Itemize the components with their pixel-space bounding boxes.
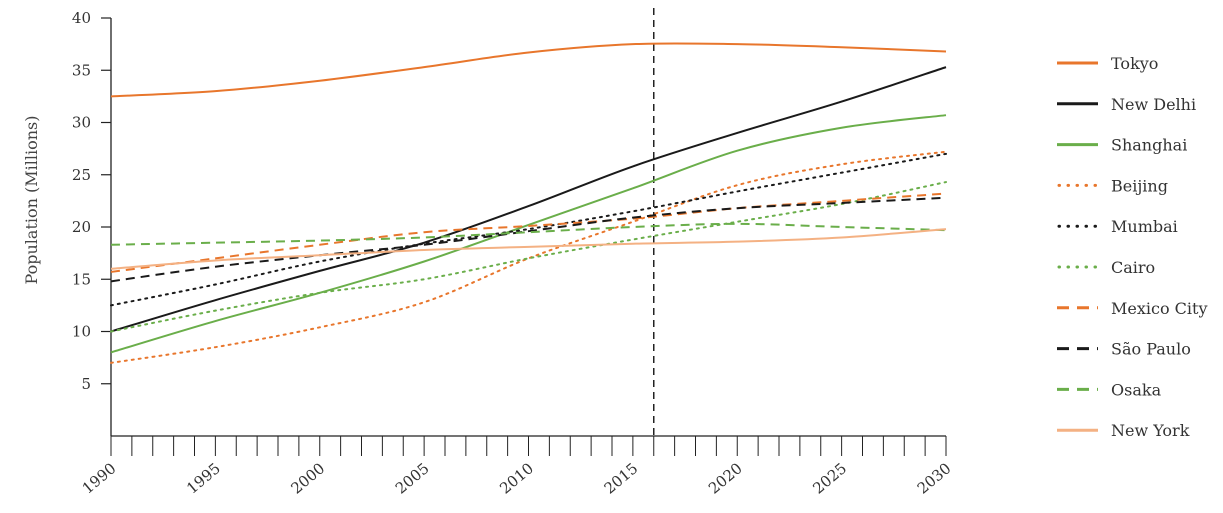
x-tick-label: 1990 [79, 459, 120, 497]
x-tick-label: 2005 [392, 459, 433, 497]
series-line-mexico-city [110, 192, 947, 273]
legend-label-new-delhi: New Delhi [1111, 95, 1196, 114]
series-line-new-york [110, 228, 947, 270]
series-line-shanghai [110, 114, 947, 354]
series-line-new-delhi [110, 66, 947, 333]
x-tick-label: 2020 [705, 459, 746, 497]
legend-label-mumbai: Mumbai [1111, 217, 1178, 236]
y-tick-label: 15 [72, 270, 91, 288]
series-line-tokyo [110, 42, 947, 98]
y-tick-label: 20 [72, 218, 91, 236]
legend-label-osaka: Osaka [1111, 380, 1162, 399]
legend-label-new-york: New York [1111, 421, 1190, 440]
series-line-beijing [110, 150, 947, 364]
y-tick-label: 25 [72, 166, 91, 184]
legend-label-mexico-city: Mexico City [1111, 299, 1208, 318]
y-tick-label: 30 [72, 114, 91, 132]
legend-label-tokyo: Tokyo [1111, 54, 1158, 73]
y-tick-label: 10 [72, 323, 91, 341]
x-tick-label: 2010 [496, 459, 537, 497]
x-tick-label: 2015 [601, 459, 642, 497]
y-tick-label: 35 [72, 61, 91, 79]
legend-label-cairo: Cairo [1111, 258, 1155, 277]
legend: Tokyo New Delhi Shanghai Beijing Mumbai Cairo… [1057, 54, 1208, 440]
x-tick-label: 1995 [183, 459, 224, 497]
series-line-cairo [110, 181, 947, 333]
x-tick-label: 2000 [287, 459, 328, 497]
x-tick-label: 2025 [809, 459, 850, 497]
series-line-s-o-paulo [110, 196, 947, 283]
legend-label-s-o-paulo: São Paulo [1111, 340, 1191, 359]
legend-label-shanghai: Shanghai [1111, 136, 1187, 155]
series-layer [110, 42, 947, 364]
series-line-mumbai [110, 152, 947, 307]
legend-label-beijing: Beijing [1111, 176, 1168, 195]
y-axis-title: Population (Millions) [22, 115, 41, 284]
y-tick-label: 40 [72, 9, 91, 27]
x-tick-label: 2030 [914, 459, 955, 497]
y-tick-label: 5 [81, 375, 91, 393]
series-line-osaka [110, 222, 947, 246]
